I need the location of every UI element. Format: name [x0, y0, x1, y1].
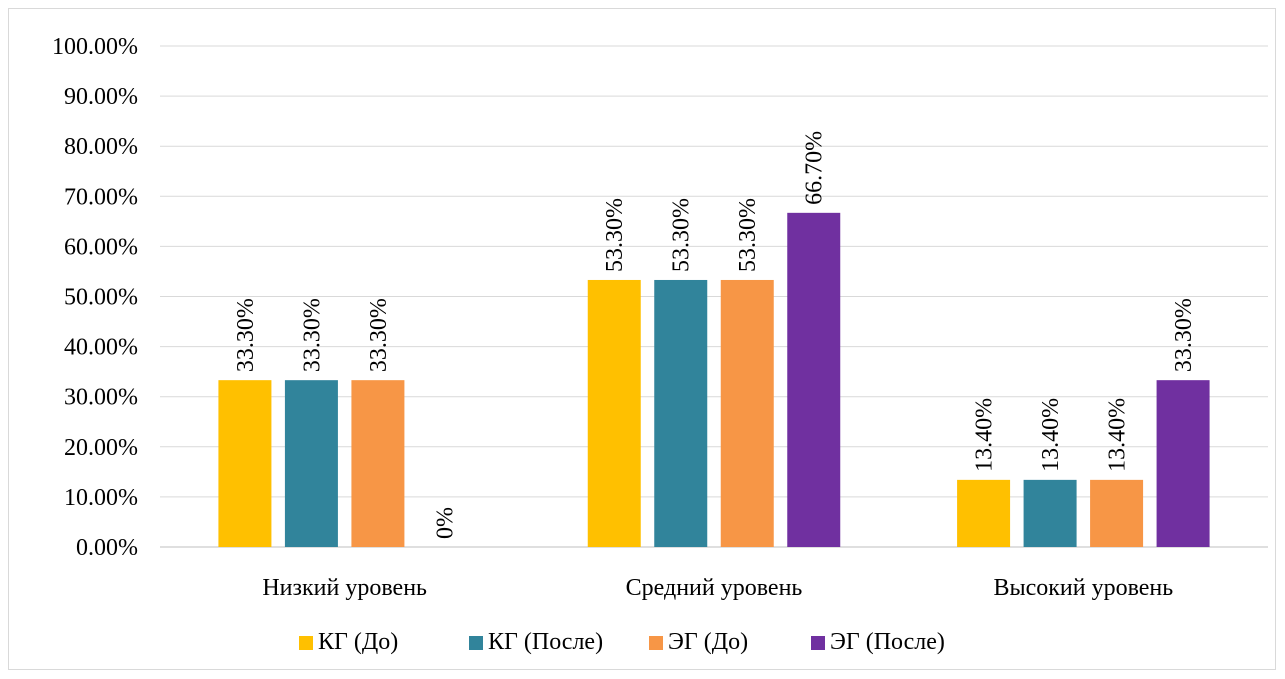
data-label: 53.30%	[735, 198, 761, 272]
data-label: 13.40%	[1038, 398, 1064, 472]
bar	[1156, 380, 1210, 547]
data-label: 33.30%	[366, 298, 392, 372]
legend-label: ЭГ (До)	[668, 629, 748, 655]
y-tick-label: 70.00%	[64, 184, 138, 210]
y-tick-label: 100.00%	[52, 34, 138, 60]
data-label: 13.40%	[972, 398, 998, 472]
category-labels: Низкий уровень Средний уровень Высокий уро…	[262, 575, 1173, 601]
bars	[218, 212, 1210, 547]
bar	[957, 479, 1011, 547]
y-tick-label: 20.00%	[64, 435, 138, 461]
bar	[351, 380, 405, 547]
category-label: Средний уровень	[626, 575, 803, 601]
y-axis-ticks: 0.00% 10.00% 20.00% 30.00% 40.00% 50.00% 60.00…	[52, 34, 138, 561]
data-label: 33.30%	[299, 298, 325, 372]
y-tick-label: 40.00%	[64, 335, 138, 361]
bar	[587, 279, 641, 547]
bar	[284, 380, 338, 547]
y-tick-label: 90.00%	[64, 84, 138, 110]
data-label: 33.30%	[233, 298, 259, 372]
y-tick-label: 50.00%	[64, 285, 138, 311]
bar	[720, 279, 774, 547]
data-labels: 33.30% 33.30% 33.30% 0% 53.30% 53.30% 53.30% 66…	[233, 131, 1197, 539]
bar	[654, 279, 708, 547]
data-label: 0%	[432, 507, 458, 539]
bar	[787, 212, 841, 547]
legend-label: ЭГ (После)	[830, 629, 945, 655]
legend-swatch	[811, 636, 825, 650]
category-label: Низкий уровень	[262, 575, 427, 601]
bar	[1023, 479, 1077, 547]
y-tick-label: 10.00%	[64, 485, 138, 511]
bar	[1090, 479, 1144, 547]
y-tick-label: 60.00%	[64, 234, 138, 260]
gridlines	[160, 45, 1268, 548]
y-tick-label: 80.00%	[64, 134, 138, 160]
legend-label: КГ (До)	[318, 629, 398, 655]
legend-label: КГ (После)	[488, 629, 603, 655]
legend-swatch	[469, 636, 483, 650]
data-label: 66.70%	[802, 131, 828, 205]
data-label: 33.30%	[1171, 298, 1197, 372]
legend: КГ (До) КГ (После) ЭГ (До) ЭГ (После)	[299, 629, 945, 655]
category-label: Высокий уровень	[993, 575, 1173, 601]
bar	[218, 380, 272, 547]
legend-swatch	[649, 636, 663, 650]
y-tick-label: 0.00%	[76, 535, 138, 561]
legend-swatch	[299, 636, 313, 650]
y-tick-label: 30.00%	[64, 385, 138, 411]
data-label: 53.30%	[602, 198, 628, 272]
data-label: 53.30%	[669, 198, 695, 272]
chart-frame	[8, 8, 1276, 670]
data-label: 13.40%	[1105, 398, 1131, 472]
